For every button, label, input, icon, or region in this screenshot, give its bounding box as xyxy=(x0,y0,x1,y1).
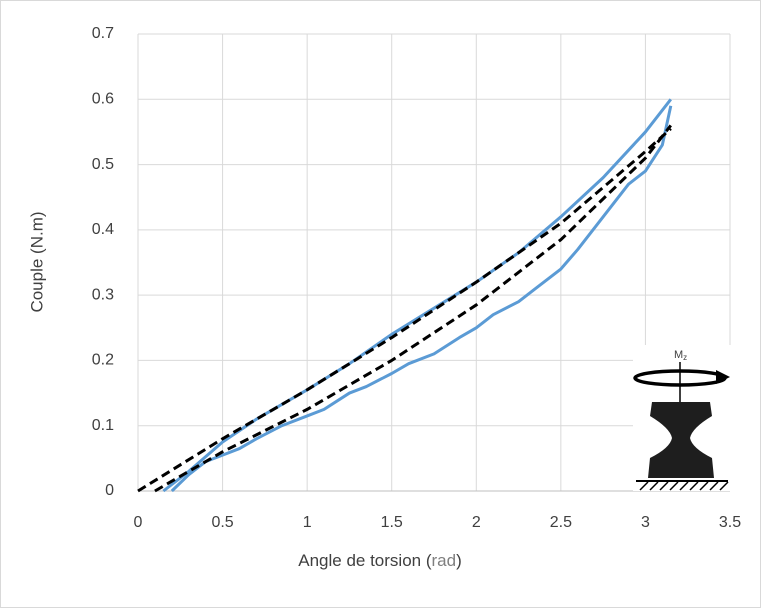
x-title-part: Angle de torsion ( xyxy=(298,551,432,570)
x-title-unit: rad xyxy=(432,551,457,570)
series-line xyxy=(162,98,672,493)
inset-hatch xyxy=(639,481,729,491)
x-tick-label: 3.5 xyxy=(719,514,741,531)
x-title-part: ) xyxy=(456,551,462,570)
x-tick-label: 1.5 xyxy=(381,514,403,531)
inset-icon: Mz xyxy=(633,345,733,491)
x-tick-label: 1 xyxy=(303,514,312,531)
y-tick-label: 0.2 xyxy=(92,352,114,369)
inset-label: Mz xyxy=(674,349,687,362)
x-tick-label: 0 xyxy=(134,514,143,531)
x-tick-label: 0.5 xyxy=(211,514,233,531)
y-tick-label: 0.1 xyxy=(92,417,114,434)
x-tick-label: 3 xyxy=(641,514,650,531)
inset-label-sub: z xyxy=(683,353,687,362)
y-tick-label: 0.6 xyxy=(92,91,114,108)
y-tick-label: 0.3 xyxy=(92,286,114,303)
y-tick-label: 0.7 xyxy=(92,25,114,42)
y-axis-title: Couple (N.m) xyxy=(27,211,46,312)
plot-lines xyxy=(137,98,673,493)
y-tick-label: 0 xyxy=(105,482,114,499)
x-axis-title: Angle de torsion (rad) xyxy=(298,551,462,570)
series-line xyxy=(154,124,672,493)
series-line xyxy=(137,127,672,493)
series-line xyxy=(170,105,673,493)
y-tick-label: 0.4 xyxy=(92,221,114,238)
x-tick-label: 2.5 xyxy=(550,514,572,531)
inset-specimen xyxy=(648,402,714,478)
inset-label-main: M xyxy=(674,349,683,361)
x-tick-label: 2 xyxy=(472,514,481,531)
y-tick-label: 0.5 xyxy=(92,156,114,173)
inset-arrow xyxy=(716,370,730,384)
